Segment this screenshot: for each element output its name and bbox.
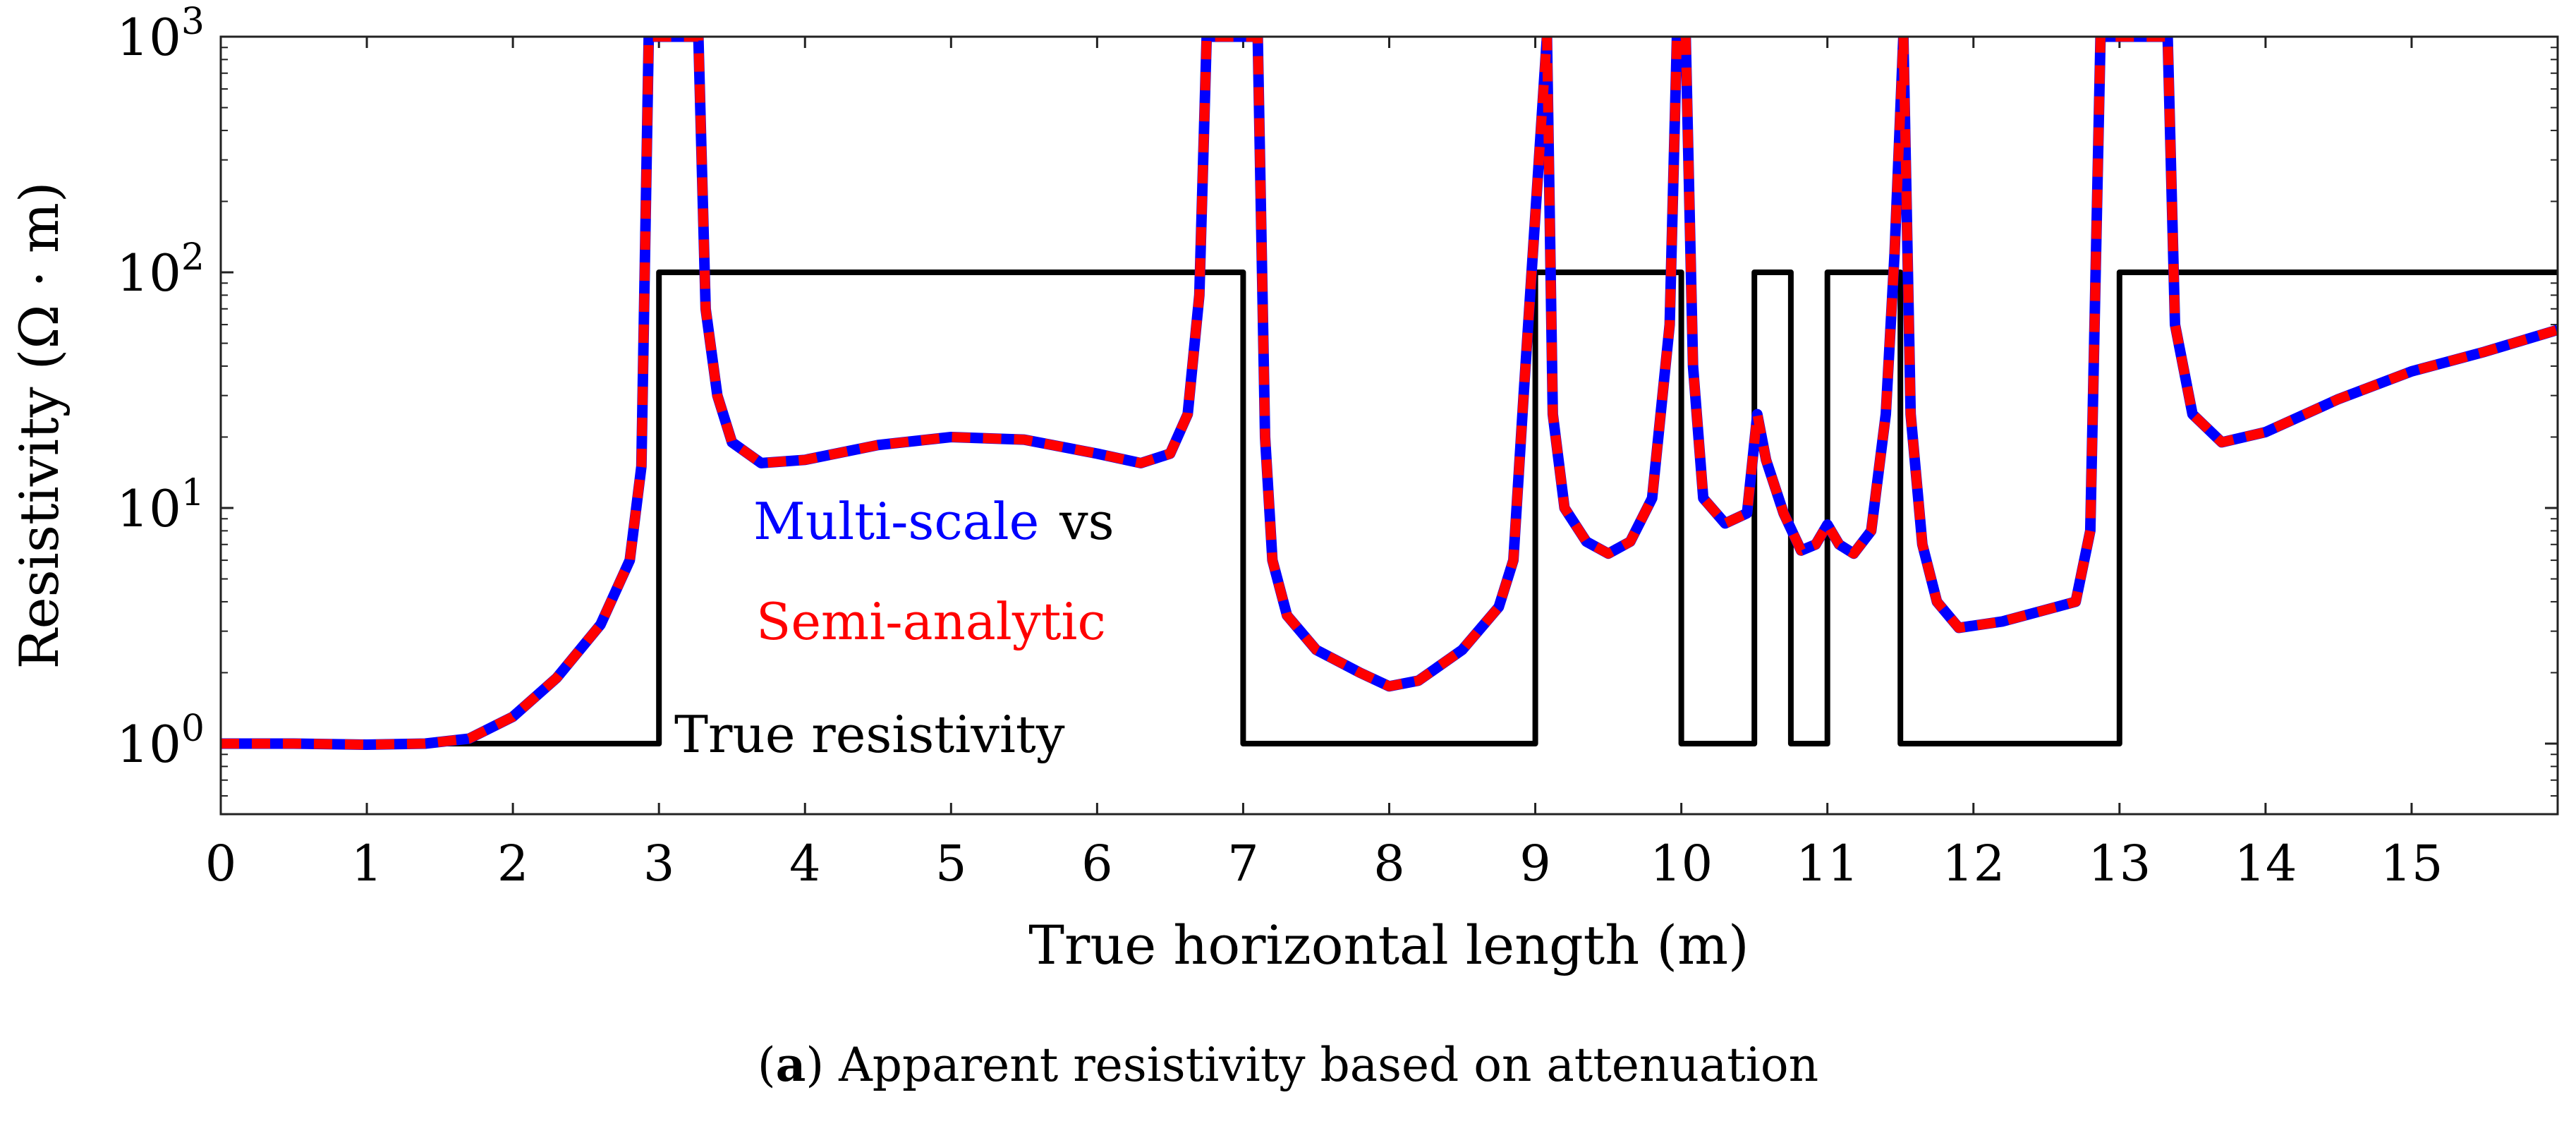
caption-label: a [775,1037,806,1092]
x-tick-label: 15 [2380,835,2443,892]
y-tick-exponent: 2 [181,236,205,279]
plot-frame [219,35,2559,816]
x-tick-label: 8 [1373,835,1405,892]
figure-caption: (a) Apparent resistivity based on attenu… [757,1037,1819,1092]
y-tick-label: 100 [116,708,205,774]
legend-semi-analytic: Semi-analytic [756,592,1106,651]
x-tick-label: 2 [497,835,529,892]
y-tick-base: 10 [116,479,181,538]
x-tick-label: 13 [2088,835,2151,892]
x-tick-label: 3 [643,835,675,892]
caption-text: Apparent resistivity based on attenuatio… [824,1038,1819,1092]
series-semi-analytic [221,37,2558,750]
y-tick-exponent: 1 [181,472,205,514]
legend-multi-scale: Multi-scale [753,492,1039,551]
x-tick-label: 12 [1942,835,2005,892]
x-tick-label: 11 [1796,835,1859,892]
y-tick-exponent: 3 [181,1,205,43]
y-tick-base: 10 [116,8,181,67]
series-true-resistivity [221,270,2558,746]
y-tick-base: 10 [116,715,181,774]
true-resistivity-label: True resistivity [674,705,1065,764]
x-tick-label: 9 [1519,835,1551,892]
y-tick-base: 10 [116,243,181,303]
legend-vs: vs [1059,492,1114,551]
x-tick-label: 0 [205,835,237,892]
x-tick-label: 7 [1227,835,1259,892]
x-tick-label: 5 [935,835,967,892]
x-tick-label: 1 [351,835,383,892]
x-tick-label: 14 [2234,835,2297,892]
y-tick-label: 101 [116,472,205,538]
y-axis-title: Resistivity (Ω · m) [8,181,71,669]
y-tick-label: 102 [116,236,205,303]
x-tick-label: 10 [1650,835,1713,892]
x-axis-title: True horizontal length (m) [1028,914,1749,976]
y-tick-label: 103 [116,1,205,67]
x-tick-label: 4 [789,835,821,892]
y-tick-exponent: 0 [181,708,205,750]
x-tick-label: 6 [1081,835,1113,892]
series-multi-scale [221,37,2558,750]
